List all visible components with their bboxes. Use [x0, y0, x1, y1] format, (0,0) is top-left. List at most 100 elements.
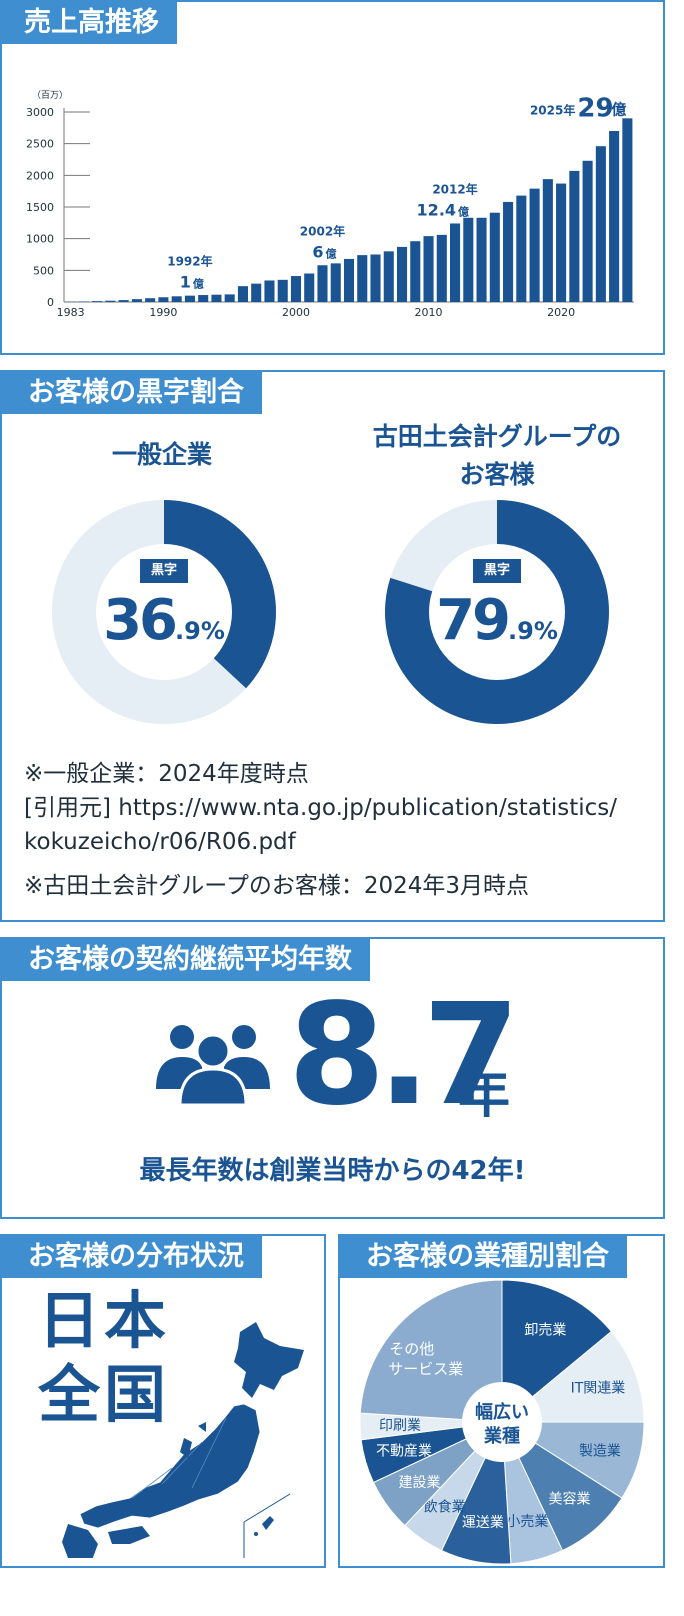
pie-slice [501, 1279, 613, 1424]
client-donut [385, 500, 609, 724]
y-tick-label: 1000 [26, 233, 54, 246]
client-profit-value: 79.9% [397, 588, 597, 653]
note-general: ※一般企業：2024年度時点 [24, 761, 309, 787]
pie-label: 建設業 [398, 1475, 440, 1491]
bar [145, 298, 156, 302]
pie-label: 飲食業 [424, 1498, 466, 1515]
bar [410, 241, 421, 302]
x-tick-label: 2000 [282, 306, 310, 319]
pie-slice [500, 1330, 645, 1423]
annotation-value: 12.4 [417, 200, 456, 219]
pie-label: 不動産業 [376, 1443, 432, 1459]
general-profit-int: 36 [103, 588, 178, 653]
annotation-unit: 億 [458, 204, 469, 218]
pie-label: IT関連業 [571, 1380, 626, 1396]
pie-slice [500, 1421, 645, 1499]
bar [423, 236, 434, 302]
bar [171, 296, 182, 302]
bar [609, 131, 620, 302]
bar [595, 146, 606, 302]
bar [105, 300, 116, 302]
contract-average-value: 8.7 [288, 974, 520, 1137]
bar [211, 294, 222, 302]
y-tick-label: 500 [33, 264, 54, 277]
annotation-value: 29 [577, 93, 613, 123]
pie-label: 運送業 [462, 1515, 504, 1531]
bar [251, 283, 262, 302]
y-tick-label: 1500 [26, 201, 54, 214]
bar [357, 255, 368, 302]
bar [290, 276, 302, 302]
client-profit-int: 79 [436, 588, 511, 653]
general-profit-value: 36.9% [64, 588, 264, 653]
bar [450, 223, 461, 302]
bar [383, 251, 394, 302]
pie-label: 美容業 [548, 1491, 590, 1508]
distribution-title: お客様の分布状況 [2, 1236, 262, 1278]
y-tick-label: 0 [47, 296, 54, 309]
industry-title: お客様の業種別割合 [340, 1236, 627, 1278]
distribution-panel: お客様の分布状況 日本 全国 [0, 1234, 326, 1568]
industry-panel: お客様の業種別割合 卸売業 IT関連業製造業美容業 小売業 運送業 飲食業 建設業 不動産業… [338, 1234, 665, 1568]
bar [569, 170, 580, 302]
client-label-line2: お客様 [459, 460, 535, 489]
nationwide-line2: 全国 [38, 1358, 171, 1431]
client-profit-dec: .9% [508, 617, 558, 645]
bar [396, 246, 408, 302]
bar [542, 179, 553, 302]
bar [622, 118, 633, 302]
annotation-value: 6 [312, 242, 323, 261]
japan-map-icon [62, 1322, 304, 1558]
bar [184, 295, 195, 302]
people-icon [156, 1025, 270, 1105]
bar [330, 263, 341, 302]
x-tick-label: 1983 [57, 306, 85, 319]
nationwide-line1: 日本 [38, 1284, 171, 1357]
annotation-unit: 億 [611, 100, 626, 118]
bar [343, 258, 355, 302]
bar [463, 217, 474, 302]
sales-panel: 売上高推移 （百万） 0 500 1000 1500 2000 2500 3000 1983 19… [0, 0, 665, 355]
hokkaido-shape [234, 1322, 304, 1398]
general-company-donut [52, 500, 276, 724]
y-tick-label: 2500 [26, 138, 54, 151]
bar [224, 294, 235, 302]
pie-center [462, 1382, 542, 1462]
pie-center-line2: 業種 [483, 1425, 520, 1447]
noto-shape [180, 1438, 192, 1458]
pie-label: 印刷業 [379, 1418, 421, 1434]
bar [264, 280, 275, 302]
bar [198, 295, 209, 302]
bar [304, 273, 315, 302]
honshu-shape [79, 1403, 261, 1529]
bar [582, 160, 593, 302]
sales-title: 売上高推移 [2, 2, 177, 44]
note-client: ※古田土会計グループのお客様：2024年3月時点 [24, 873, 530, 899]
profit-title: お客様の黒字割合 [2, 372, 262, 414]
sales-chart: （百万） 0 500 1000 1500 2000 2500 3000 1983 1990 2000… [26, 90, 634, 319]
bar [158, 297, 169, 302]
client-profit-arc [385, 500, 609, 724]
y-tick-label: 2000 [26, 169, 54, 182]
bar [476, 217, 487, 302]
bar [489, 212, 500, 302]
general-profit-arc [52, 500, 276, 724]
shikoku-shape [108, 1526, 150, 1544]
client-label-line1: 古田土会計グループの [372, 422, 622, 451]
pie-center-line1: 幅広い [475, 1401, 529, 1423]
pie-label: 小売業 [506, 1514, 548, 1530]
profit-panel: お客様の黒字割合 一般企業 古田土会計グループの お客様 黒字 黒字 36.9%… [0, 370, 665, 922]
general-company-label: 一般企業 [111, 440, 212, 469]
annotation-year: 2025年 [530, 102, 575, 117]
annotation-year: 2002年 [300, 223, 345, 238]
pie-label: 製造業 [579, 1443, 621, 1459]
pie-slice [359, 1279, 503, 1423]
annotation-year: 2012年 [432, 181, 477, 196]
sado-shape [198, 1422, 206, 1432]
pie-label: 卸売業 [524, 1323, 566, 1339]
bar [237, 286, 248, 302]
annotation-unit: 億 [193, 277, 204, 291]
annotation-unit: 億 [325, 246, 336, 260]
general-profit-dec: .9% [175, 617, 225, 645]
